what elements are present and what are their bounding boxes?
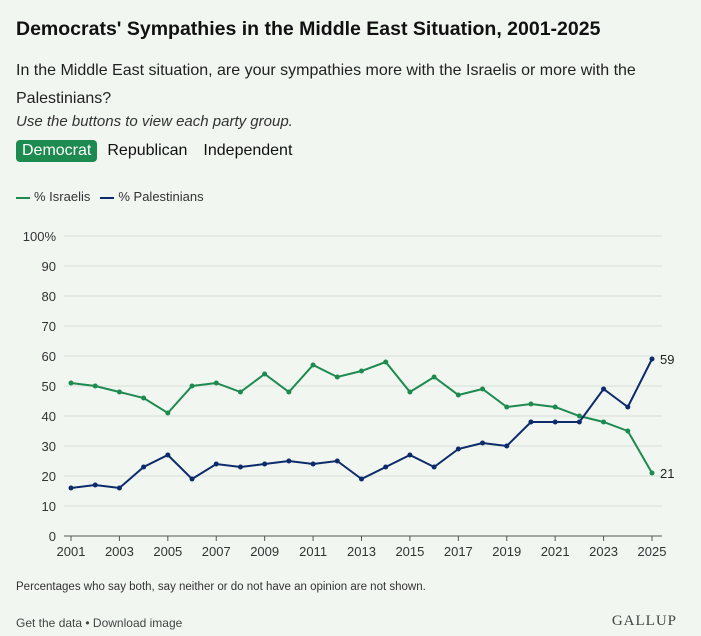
data-point	[359, 368, 364, 374]
data-point	[480, 386, 486, 392]
data-point	[286, 458, 292, 464]
y-tick-label: 70	[42, 319, 56, 334]
data-point	[68, 380, 74, 386]
y-tick-label: 50	[42, 379, 56, 394]
legend: % Israelis % Palestinians	[16, 189, 204, 204]
x-tick-label: 2001	[57, 544, 86, 559]
data-point	[431, 374, 437, 380]
data-point	[310, 362, 316, 368]
y-tick-label: 100%	[23, 229, 57, 244]
data-point	[528, 419, 534, 425]
data-point	[407, 389, 413, 395]
x-tick-label: 2025	[638, 544, 667, 559]
data-point	[455, 446, 461, 452]
data-point	[237, 464, 243, 470]
legend-swatch	[100, 196, 115, 199]
legend-swatch	[16, 196, 30, 199]
legend-israelis: % Israelis	[16, 189, 90, 204]
data-point	[431, 464, 437, 470]
y-tick-label: 90	[42, 259, 56, 274]
data-point	[649, 356, 655, 362]
data-point	[407, 452, 413, 458]
data-point	[141, 395, 147, 401]
y-tick-label: 40	[42, 409, 56, 424]
instruction-text: Use the buttons to view each party group…	[16, 113, 293, 130]
data-point	[165, 452, 171, 458]
x-tick-label: 2015	[395, 544, 424, 559]
end-label: 21	[660, 466, 674, 481]
data-point	[92, 482, 98, 488]
democrat-button[interactable]: Democrat	[16, 140, 98, 162]
data-point	[213, 461, 219, 467]
legend-palestinians: % Palestinians	[100, 189, 204, 204]
x-tick-label: 2009	[250, 544, 279, 559]
y-tick-label: 80	[42, 289, 56, 304]
data-point	[262, 371, 268, 377]
data-point	[359, 476, 364, 482]
data-point	[480, 440, 486, 446]
end-label: 59	[660, 352, 674, 367]
data-point	[455, 392, 461, 398]
x-tick-label: 2005	[153, 544, 182, 559]
data-point	[213, 380, 219, 386]
party-toggle: Democrat Republican Independent	[16, 140, 298, 162]
data-point	[504, 404, 510, 410]
data-point	[504, 443, 510, 449]
x-tick-label: 2021	[541, 544, 570, 559]
data-point	[552, 404, 558, 410]
data-point	[92, 383, 98, 389]
footer-links: Get the data • Download image	[16, 616, 182, 630]
data-point	[68, 485, 74, 491]
republican-button[interactable]: Republican	[107, 142, 188, 159]
data-point	[165, 410, 171, 416]
data-point	[649, 470, 655, 476]
data-point	[625, 404, 631, 410]
y-tick-label: 60	[42, 349, 56, 364]
independent-button[interactable]: Independent	[203, 142, 293, 159]
series-line-palestinians	[70, 358, 653, 490]
legend-label: % Palestinians	[118, 189, 204, 204]
gallup-logo: GALLUP	[611, 613, 677, 629]
y-tick-label: 10	[42, 499, 56, 514]
data-point	[189, 476, 195, 482]
x-tick-label: 2023	[589, 544, 618, 559]
data-point	[383, 359, 389, 365]
data-point	[116, 389, 122, 395]
data-point	[334, 374, 340, 380]
survey-question: In the Middle East situation, are your s…	[16, 62, 636, 107]
data-point	[601, 386, 607, 392]
line-chart: 0 10 20 30 40 50 60 70 80 90 100% 2001 2003 2005 2007 2…	[23, 229, 675, 559]
data-point	[576, 419, 582, 425]
y-tick-label: 20	[42, 469, 56, 484]
legend-label: % Israelis	[34, 189, 91, 204]
x-tick-label: 2013	[347, 544, 376, 559]
data-point	[552, 419, 558, 425]
x-tick-label: 2011	[299, 544, 327, 559]
data-point	[601, 419, 607, 425]
data-point	[237, 389, 243, 395]
data-point	[141, 464, 147, 470]
chart-title: Democrats' Sympathies in the Middle East…	[16, 18, 601, 40]
data-point	[625, 428, 631, 434]
x-tick-label: 2003	[105, 544, 134, 559]
download-image-link[interactable]: Download image	[92, 616, 183, 630]
data-point	[334, 458, 340, 464]
data-point	[576, 413, 582, 419]
y-tick-label: 30	[42, 439, 56, 454]
footnote: Percentages who say both, say neither or…	[16, 581, 426, 593]
data-point	[310, 461, 316, 467]
data-point	[189, 383, 195, 389]
x-tick-label: 2017	[444, 544, 473, 559]
x-tick-label: 2007	[202, 544, 231, 559]
get-data-link[interactable]: Get the data	[16, 616, 83, 630]
data-point	[116, 485, 122, 491]
data-point	[528, 401, 534, 407]
data-point	[262, 461, 268, 467]
data-point	[383, 464, 389, 470]
data-point	[286, 389, 292, 395]
separator: •	[82, 616, 93, 630]
x-tick-label: 2019	[492, 544, 521, 559]
series-line-israelis	[70, 360, 653, 474]
y-tick-label: 0	[49, 529, 56, 544]
